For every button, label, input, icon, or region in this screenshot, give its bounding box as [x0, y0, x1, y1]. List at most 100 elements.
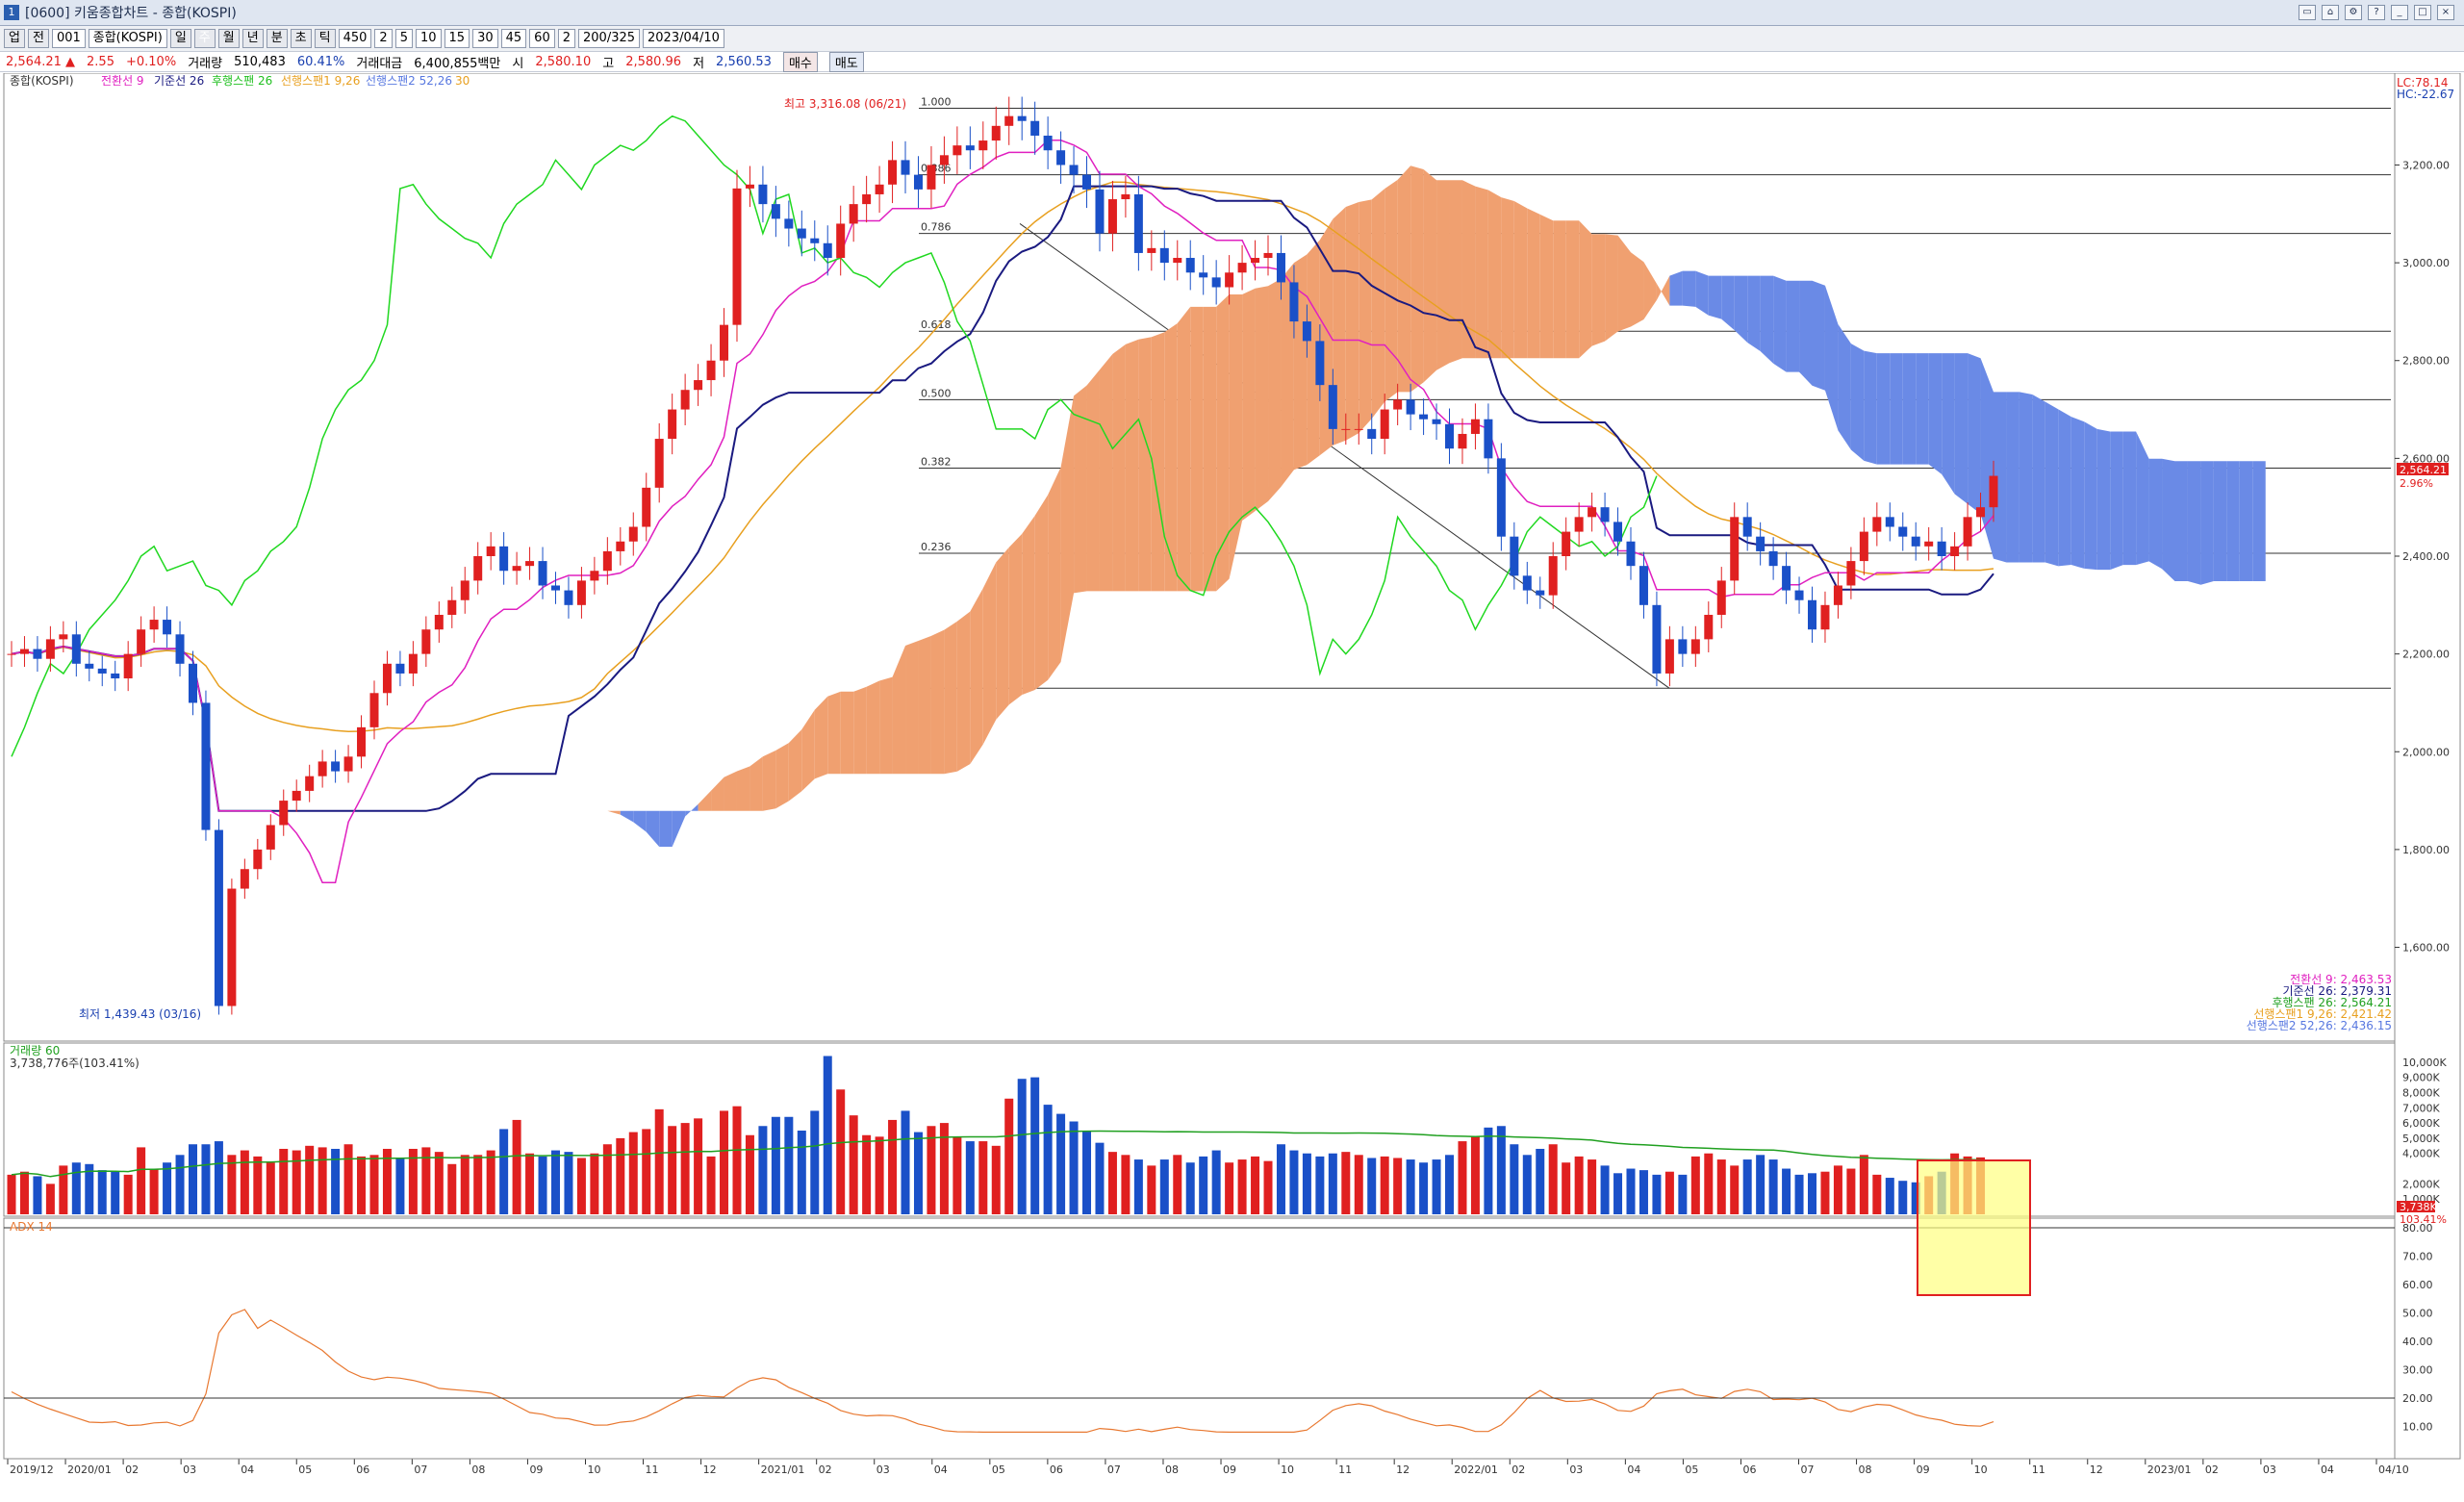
candle: [227, 888, 237, 1006]
volume-bar: [1742, 1159, 1752, 1214]
volume-bar: [1536, 1148, 1545, 1214]
toolbar-item[interactable]: 45: [500, 29, 527, 48]
toolbar-item[interactable]: 60: [529, 29, 555, 48]
candle: [369, 693, 379, 727]
ichimoku-cloud-segment: [1631, 252, 1644, 327]
candle: [745, 184, 754, 189]
volume-tick-label: 4,000K: [2402, 1148, 2440, 1160]
volume-bar: [1638, 1170, 1648, 1214]
candle: [45, 639, 55, 659]
toolbar-item[interactable]: 분: [266, 29, 288, 48]
volume-bar: [1380, 1156, 1389, 1214]
volume-bar: [33, 1176, 42, 1214]
ichimoku-cloud-segment: [1591, 234, 1606, 346]
toolbar-item[interactable]: 30: [472, 29, 498, 48]
sell-button[interactable]: 매도: [828, 51, 864, 72]
restore-icon[interactable]: ▭: [2299, 5, 2316, 20]
buy-button[interactable]: 매수: [782, 51, 818, 72]
toolbar-item[interactable]: 년: [241, 29, 264, 48]
ichimoku-cloud-segment: [646, 810, 660, 847]
low-value: 2,560.53: [716, 54, 772, 69]
ichimoku-cloud-segment: [1838, 323, 1851, 450]
volume-bar: [499, 1129, 509, 1214]
toolbar-item[interactable]: 업: [4, 29, 25, 48]
volume-bar: [1276, 1144, 1285, 1214]
minimize-icon[interactable]: _: [2391, 5, 2408, 20]
volume-bar: [823, 1056, 832, 1214]
candle: [965, 145, 975, 151]
ichimoku-cloud-segment: [1125, 339, 1139, 592]
candle: [1600, 507, 1610, 522]
ichimoku-cloud-segment: [892, 645, 906, 775]
candle: [1017, 115, 1027, 121]
toolbar-item[interactable]: 10: [415, 29, 442, 48]
high-value: 2,580.96: [625, 54, 682, 69]
toolbar-item[interactable]: 2023/04/10: [643, 29, 724, 48]
toolbar-item[interactable]: 200/325: [578, 29, 641, 48]
volume-value: 510,483: [234, 54, 286, 69]
volume-ratio: 60.41%: [296, 54, 345, 69]
volume-bar: [227, 1155, 237, 1214]
toolbar-item[interactable]: 일: [169, 29, 191, 48]
volume-bar: [395, 1158, 405, 1214]
ichimoku-cloud-segment: [1824, 285, 1839, 431]
candle: [19, 649, 29, 654]
volume-tick-label: 7,000K: [2402, 1102, 2440, 1114]
chart-area[interactable]: 1.0000.8860.7860.6180.5000.3820.2360.000…: [0, 73, 2464, 1502]
toolbar-item[interactable]: 001: [51, 29, 86, 48]
candle: [590, 571, 599, 581]
toolbar-item[interactable]: 2: [374, 29, 393, 48]
ichimoku-cloud-segment: [1099, 353, 1113, 592]
adx-tick-label: 60.00: [2402, 1279, 2433, 1291]
candle: [318, 761, 327, 776]
candle: [602, 550, 612, 572]
toolbar-item[interactable]: 450: [338, 29, 372, 48]
candle: [1030, 120, 1040, 136]
current-price: 2,564.21 ▲: [6, 54, 76, 69]
close-icon[interactable]: ×: [2437, 5, 2454, 20]
toolbar-item[interactable]: 틱: [314, 29, 336, 48]
help-icon[interactable]: ?: [2368, 5, 2385, 20]
volume-bar: [1017, 1079, 1027, 1214]
volume-bar: [1159, 1159, 1169, 1214]
ichimoku-cloud-segment: [1721, 275, 1735, 331]
volume-bar: [1367, 1158, 1377, 1214]
volume-bar: [602, 1144, 612, 1214]
toolbar-item[interactable]: 전: [27, 29, 49, 48]
candle: [616, 541, 625, 551]
toolbar-item[interactable]: 주: [193, 29, 216, 48]
candle: [1963, 517, 1972, 547]
pin-icon[interactable]: ⌂: [2322, 5, 2339, 20]
ichimoku-cloud-segment: [1734, 275, 1748, 343]
toolbar-item[interactable]: 2: [557, 29, 575, 48]
ichimoku-cloud-segment: [1708, 275, 1722, 319]
volume-bar: [1302, 1153, 1311, 1214]
toolbar-item[interactable]: 15: [444, 29, 470, 48]
ichimoku-cloud-segment: [1461, 180, 1476, 359]
ichimoku-cloud-segment: [1539, 214, 1554, 359]
ichimoku-cloud-segment: [814, 696, 828, 779]
candle: [512, 566, 521, 572]
settings-icon[interactable]: ⚙: [2345, 5, 2362, 20]
ichimoku-cloud-segment: [1579, 220, 1592, 359]
volume-bar: [1588, 1159, 1597, 1214]
price-tick-label: 2,400.00: [2402, 550, 2450, 563]
amount-value: 6,400,855백만: [414, 56, 501, 71]
candle: [1588, 507, 1597, 518]
candle: [137, 629, 146, 654]
volume-bar: [1652, 1174, 1662, 1214]
candle: [913, 174, 923, 190]
volume-bar: [576, 1158, 586, 1214]
price-tick-label: 3,200.00: [2402, 159, 2450, 171]
candle: [1574, 517, 1584, 532]
candle: [1898, 526, 1908, 537]
toolbar-item[interactable]: 월: [217, 29, 240, 48]
maximize-icon[interactable]: □: [2414, 5, 2431, 20]
toolbar-item[interactable]: 종합(KOSPI): [88, 29, 167, 48]
candle: [201, 702, 211, 830]
volume-bar: [590, 1153, 599, 1214]
time-tick-label: 11: [2032, 1464, 2045, 1476]
volume-bar: [888, 1119, 898, 1214]
toolbar-item[interactable]: 5: [394, 29, 413, 48]
toolbar-item[interactable]: 초: [290, 29, 312, 48]
